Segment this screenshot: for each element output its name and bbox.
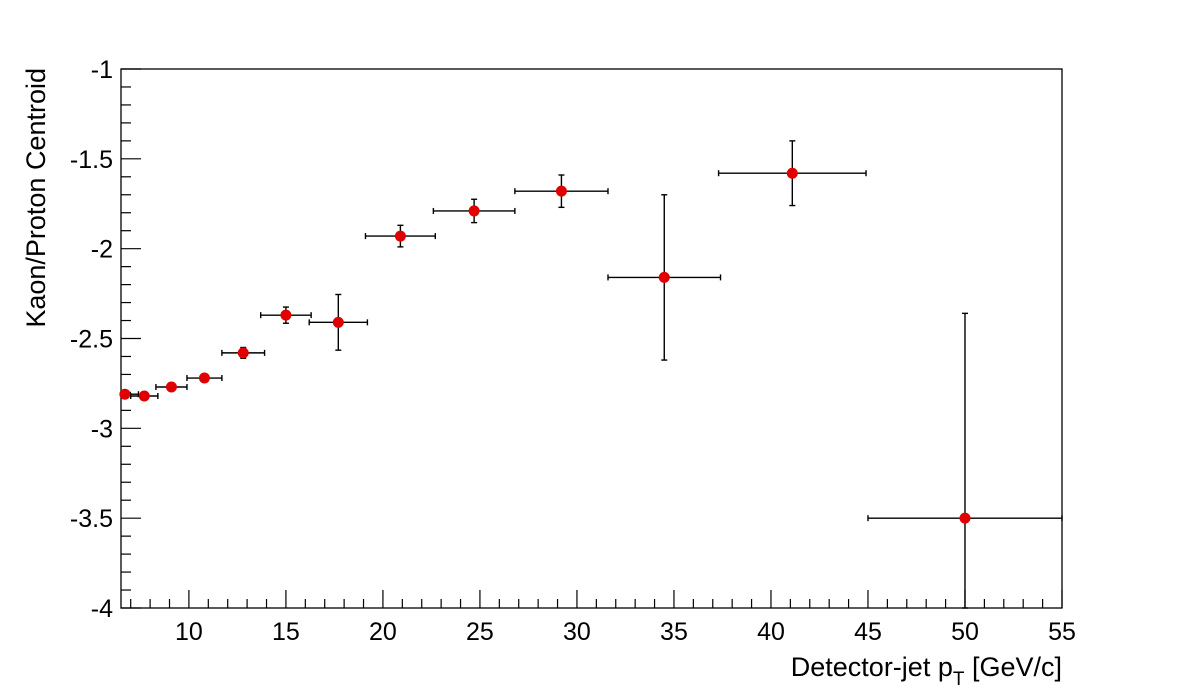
- data-point: [237, 347, 249, 359]
- data-point: [786, 167, 798, 179]
- data-point: [658, 271, 670, 283]
- axis-ticks: [121, 68, 1063, 609]
- y-tick-label: -3.5: [70, 505, 113, 533]
- y-tick-labels: -4 -3.5 -3 -2.5 -2 -1.5 -1: [70, 56, 113, 623]
- data-point: [165, 381, 177, 393]
- data-point: [280, 309, 292, 321]
- data-points: [119, 167, 971, 524]
- data-point: [959, 512, 971, 524]
- data-point: [555, 185, 567, 197]
- x-tick-label: 55: [1048, 618, 1076, 646]
- data-point: [138, 390, 150, 402]
- x-tick-label: 40: [757, 618, 785, 646]
- data-point: [198, 372, 210, 384]
- x-tick-label: 10: [175, 618, 203, 646]
- x-axis-title: Detector-jet pT [GeV/c]: [791, 652, 1062, 690]
- x-tick-label: 25: [466, 618, 494, 646]
- y-tick-label: -3: [91, 415, 113, 443]
- data-point: [394, 230, 406, 242]
- data-point: [332, 316, 344, 328]
- y-tick-label: -2: [91, 236, 113, 264]
- data-point: [119, 388, 131, 400]
- x-tick-label: 45: [854, 618, 882, 646]
- y-tick-label: -1.5: [70, 146, 113, 174]
- data-point: [468, 205, 480, 217]
- x-axis-title-main: Detector-jet p: [791, 652, 953, 682]
- x-tick-label: 30: [563, 618, 591, 646]
- x-tick-labels: 10 15 20 25 30 35 40 45 50 55: [175, 618, 1076, 646]
- y-tick-label: -1: [91, 56, 113, 84]
- x-tick-label: 50: [951, 618, 979, 646]
- y-tick-label: -2.5: [70, 326, 113, 354]
- y-tick-label: -4: [91, 595, 113, 623]
- x-axis-title-suffix: [GeV/c]: [964, 652, 1062, 682]
- y-axis-title: Kaon/Proton Centroid: [21, 68, 51, 328]
- x-axis-title-subscript: T: [953, 669, 965, 690]
- x-tick-label: 15: [272, 618, 300, 646]
- x-tick-label: 35: [660, 618, 688, 646]
- x-tick-label: 20: [369, 618, 397, 646]
